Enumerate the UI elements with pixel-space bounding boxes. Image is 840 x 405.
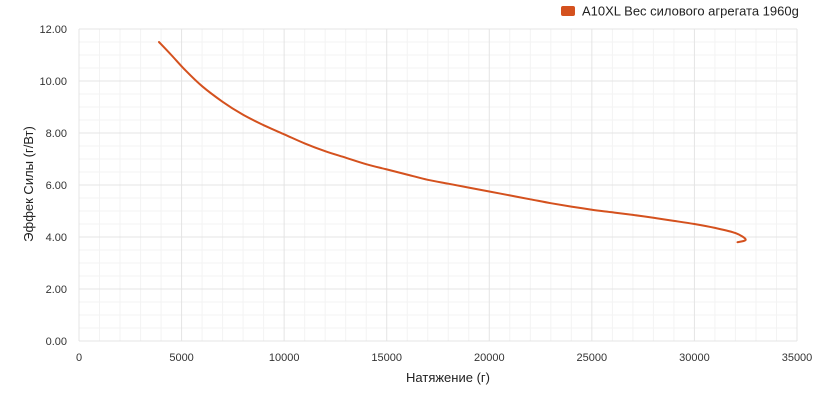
x-tick-label: 0 xyxy=(76,352,82,364)
y-tick-label: 4.00 xyxy=(46,232,67,244)
y-axis-tick-labels: 0.00 2.00 4.00 6.00 8.00 10.00 12.00 xyxy=(39,24,67,348)
legend[interactable]: A10XL Вес силового агрегата 1960g xyxy=(561,4,799,19)
x-tick-label: 15000 xyxy=(371,352,402,364)
series-layer xyxy=(158,41,747,244)
y-tick-label: 10.00 xyxy=(39,76,67,88)
y-tick-label: 0.00 xyxy=(46,336,67,348)
x-tick-label: 10000 xyxy=(269,352,300,364)
x-axis-label: Натяжение (г) xyxy=(406,370,490,385)
y-tick-label: 8.00 xyxy=(46,128,67,140)
y-tick-label: 2.00 xyxy=(46,284,67,296)
major-gridlines xyxy=(78,28,798,342)
series-line-0[interactable] xyxy=(158,41,747,244)
legend-swatch xyxy=(561,6,575,16)
y-tick-label: 6.00 xyxy=(46,180,67,192)
x-axis-tick-labels: 0 5000 10000 15000 20000 25000 30000 35000 xyxy=(76,352,812,364)
x-tick-label: 25000 xyxy=(577,352,608,364)
y-tick-label: 12.00 xyxy=(39,24,67,36)
x-tick-label: 30000 xyxy=(679,352,710,364)
y-axis-label: Эффек Силы (г/Вт) xyxy=(21,126,36,242)
x-tick-label: 35000 xyxy=(782,352,813,364)
legend-label: A10XL Вес силового агрегата 1960g xyxy=(582,4,799,19)
x-tick-label: 5000 xyxy=(169,352,193,364)
x-tick-label: 20000 xyxy=(474,352,505,364)
